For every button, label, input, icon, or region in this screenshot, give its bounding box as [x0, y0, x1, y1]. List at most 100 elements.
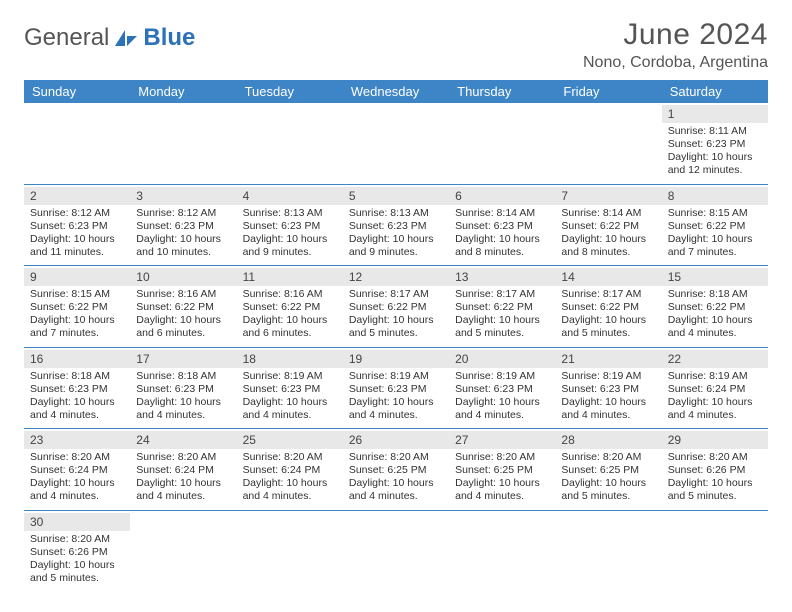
daylight-text: Daylight: 10 hours and 10 minutes. [136, 233, 230, 259]
sunset-text: Sunset: 6:23 PM [349, 383, 443, 396]
logo-text-blue: Blue [143, 24, 195, 52]
calendar-page: General Blue June 2024 Nono, Cordoba, Ar… [0, 0, 792, 609]
sunrise-text: Sunrise: 8:20 AM [668, 451, 762, 464]
daylight-text: Daylight: 10 hours and 4 minutes. [30, 396, 124, 422]
day-cell: 26Sunrise: 8:20 AMSunset: 6:25 PMDayligh… [343, 429, 449, 511]
sunset-text: Sunset: 6:22 PM [136, 301, 230, 314]
day-cell [555, 510, 661, 591]
sunset-text: Sunset: 6:24 PM [243, 464, 337, 477]
day-number: 24 [130, 431, 236, 449]
sunrise-text: Sunrise: 8:13 AM [243, 207, 337, 220]
day-cell: 3Sunrise: 8:12 AMSunset: 6:23 PMDaylight… [130, 184, 236, 266]
daylight-text: Daylight: 10 hours and 4 minutes. [243, 477, 337, 503]
daylight-text: Daylight: 10 hours and 4 minutes. [30, 477, 124, 503]
day-number: 28 [555, 431, 661, 449]
sunset-text: Sunset: 6:23 PM [30, 220, 124, 233]
sunset-text: Sunset: 6:22 PM [561, 301, 655, 314]
day-number: 20 [449, 350, 555, 368]
weekday-header: Wednesday [343, 80, 449, 103]
daylight-text: Daylight: 10 hours and 5 minutes. [561, 314, 655, 340]
daylight-text: Daylight: 10 hours and 4 minutes. [455, 477, 549, 503]
sunrise-text: Sunrise: 8:17 AM [455, 288, 549, 301]
sunset-text: Sunset: 6:23 PM [243, 383, 337, 396]
day-cell [24, 103, 130, 184]
day-number: 9 [24, 268, 130, 286]
sunrise-text: Sunrise: 8:20 AM [455, 451, 549, 464]
sunrise-text: Sunrise: 8:20 AM [136, 451, 230, 464]
day-number: 6 [449, 187, 555, 205]
sunset-text: Sunset: 6:22 PM [668, 301, 762, 314]
day-cell: 12Sunrise: 8:17 AMSunset: 6:22 PMDayligh… [343, 266, 449, 348]
day-cell: 4Sunrise: 8:13 AMSunset: 6:23 PMDaylight… [237, 184, 343, 266]
day-number: 1 [662, 105, 768, 123]
sunset-text: Sunset: 6:22 PM [243, 301, 337, 314]
day-number: 7 [555, 187, 661, 205]
daylight-text: Daylight: 10 hours and 4 minutes. [668, 396, 762, 422]
sunset-text: Sunset: 6:25 PM [561, 464, 655, 477]
calendar-table: SundayMondayTuesdayWednesdayThursdayFrid… [24, 80, 768, 591]
sunrise-text: Sunrise: 8:18 AM [136, 370, 230, 383]
day-number: 22 [662, 350, 768, 368]
daylight-text: Daylight: 10 hours and 6 minutes. [136, 314, 230, 340]
weekday-header: Sunday [24, 80, 130, 103]
day-cell [130, 510, 236, 591]
sunrise-text: Sunrise: 8:19 AM [668, 370, 762, 383]
sunrise-text: Sunrise: 8:20 AM [30, 451, 124, 464]
sunset-text: Sunset: 6:23 PM [668, 138, 762, 151]
daylight-text: Daylight: 10 hours and 4 minutes. [561, 396, 655, 422]
day-number: 13 [449, 268, 555, 286]
day-cell [237, 510, 343, 591]
weekday-header: Tuesday [237, 80, 343, 103]
daylight-text: Daylight: 10 hours and 4 minutes. [136, 396, 230, 422]
sunrise-text: Sunrise: 8:12 AM [136, 207, 230, 220]
day-cell: 21Sunrise: 8:19 AMSunset: 6:23 PMDayligh… [555, 347, 661, 429]
daylight-text: Daylight: 10 hours and 5 minutes. [561, 477, 655, 503]
day-cell: 5Sunrise: 8:13 AMSunset: 6:23 PMDaylight… [343, 184, 449, 266]
sunset-text: Sunset: 6:26 PM [668, 464, 762, 477]
calendar-body: 1Sunrise: 8:11 AMSunset: 6:23 PMDaylight… [24, 103, 768, 591]
sunset-text: Sunset: 6:23 PM [561, 383, 655, 396]
day-number: 17 [130, 350, 236, 368]
daylight-text: Daylight: 10 hours and 7 minutes. [668, 233, 762, 259]
day-cell: 8Sunrise: 8:15 AMSunset: 6:22 PMDaylight… [662, 184, 768, 266]
daylight-text: Daylight: 10 hours and 5 minutes. [668, 477, 762, 503]
sunset-text: Sunset: 6:24 PM [136, 464, 230, 477]
day-number: 29 [662, 431, 768, 449]
day-cell [343, 510, 449, 591]
day-cell: 18Sunrise: 8:19 AMSunset: 6:23 PMDayligh… [237, 347, 343, 429]
sunset-text: Sunset: 6:24 PM [668, 383, 762, 396]
daylight-text: Daylight: 10 hours and 4 minutes. [136, 477, 230, 503]
day-number: 5 [343, 187, 449, 205]
day-cell: 13Sunrise: 8:17 AMSunset: 6:22 PMDayligh… [449, 266, 555, 348]
day-cell [130, 103, 236, 184]
day-cell [343, 103, 449, 184]
daylight-text: Daylight: 10 hours and 4 minutes. [668, 314, 762, 340]
sunrise-text: Sunrise: 8:19 AM [349, 370, 443, 383]
daylight-text: Daylight: 10 hours and 8 minutes. [455, 233, 549, 259]
day-number: 21 [555, 350, 661, 368]
daylight-text: Daylight: 10 hours and 4 minutes. [243, 396, 337, 422]
day-cell: 22 Sunrise: 8:19 AMSunset: 6:24 PMDayligh… [662, 347, 768, 429]
daylight-text: Daylight: 10 hours and 8 minutes. [561, 233, 655, 259]
day-cell: 23Sunrise: 8:20 AMSunset: 6:24 PMDayligh… [24, 429, 130, 511]
day-number: 25 [237, 431, 343, 449]
daylight-text: Daylight: 10 hours and 4 minutes. [349, 477, 443, 503]
day-cell: 15Sunrise: 8:18 AMSunset: 6:22 PMDayligh… [662, 266, 768, 348]
daylight-text: Daylight: 10 hours and 9 minutes. [349, 233, 443, 259]
day-number: 3 [130, 187, 236, 205]
day-cell: 24 Sunrise: 8:20 AMSunset: 6:24 PMDayligh… [130, 429, 236, 511]
sunrise-text: Sunrise: 8:11 AM [668, 125, 762, 138]
sunset-text: Sunset: 6:22 PM [349, 301, 443, 314]
day-cell: 17Sunrise: 8:18 AMSunset: 6:23 PMDayligh… [130, 347, 236, 429]
sunrise-text: Sunrise: 8:19 AM [455, 370, 549, 383]
sunrise-text: Sunrise: 8:20 AM [243, 451, 337, 464]
sunset-text: Sunset: 6:25 PM [455, 464, 549, 477]
day-cell: 11Sunrise: 8:16 AMSunset: 6:22 PMDayligh… [237, 266, 343, 348]
day-cell: 9Sunrise: 8:15 AMSunset: 6:22 PMDaylight… [24, 266, 130, 348]
day-cell: 19Sunrise: 8:19 AMSunset: 6:23 PMDayligh… [343, 347, 449, 429]
sunrise-text: Sunrise: 8:18 AM [30, 370, 124, 383]
sunrise-text: Sunrise: 8:18 AM [668, 288, 762, 301]
sunset-text: Sunset: 6:24 PM [30, 464, 124, 477]
weekday-header: Friday [555, 80, 661, 103]
weekday-header: Thursday [449, 80, 555, 103]
